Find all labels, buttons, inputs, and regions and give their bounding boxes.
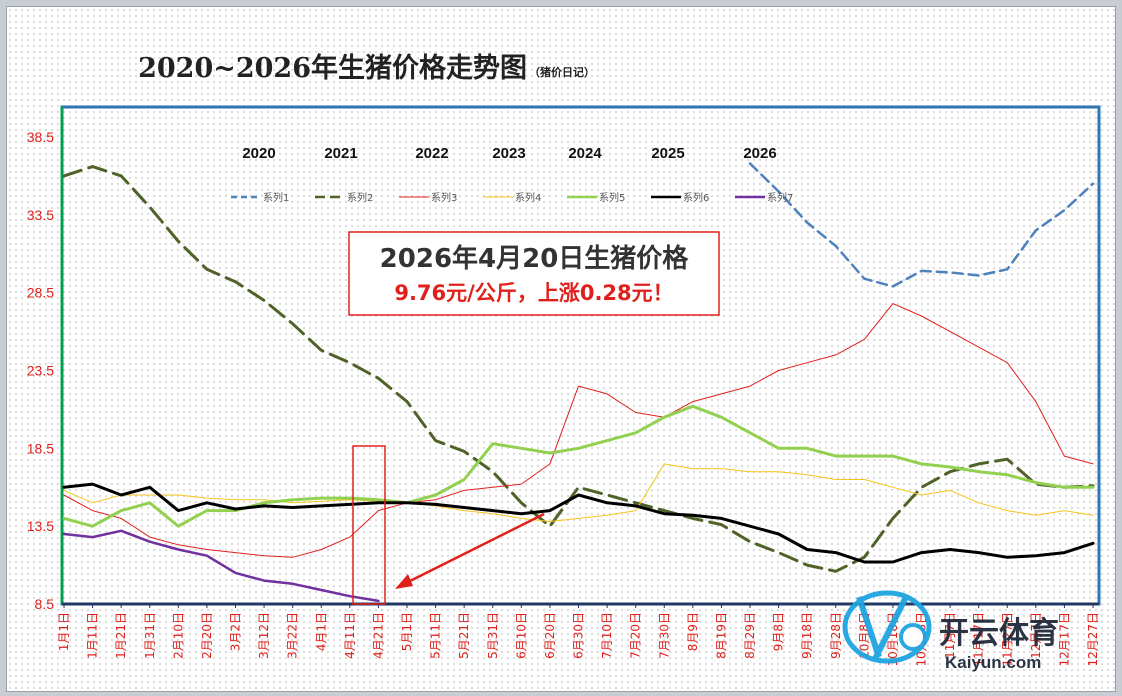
series-line-7 [62, 529, 380, 603]
x-tick-label: 7月30日 [657, 612, 671, 659]
legend: 系列1 系列2 系列3 系列4 系列5 系列6 系列7 [231, 191, 793, 204]
x-tick-label: 1月11日 [86, 612, 100, 659]
x-tick-label: 3月2日 [229, 612, 243, 651]
x-tick-label: 9月18日 [800, 612, 814, 659]
annotation-box [348, 231, 720, 316]
legend-label-1: 系列1 [263, 191, 289, 204]
x-tick-label: 12月7日 [1029, 612, 1043, 659]
year-labels: 2020 2021 2022 2023 2024 2025 2026 [242, 145, 776, 162]
year-label: 2025 [651, 145, 684, 162]
x-tick-label: 8月19日 [714, 612, 728, 659]
y-tick-label: 18.5 [27, 440, 54, 456]
series-layer [62, 162, 1095, 603]
y-tick-label: 8.5 [35, 596, 55, 612]
x-tick-label: 1月31日 [143, 612, 157, 659]
x-tick-label: 5月11日 [429, 612, 443, 659]
chart-title: 2020~2026年生猪价格走势图 [138, 52, 527, 84]
x-tick-label: 12月27日 [1086, 612, 1100, 667]
y-tick-label: 23.5 [27, 363, 54, 379]
legend-label-6: 系列6 [683, 191, 709, 204]
y-tick-label: 28.5 [27, 285, 54, 301]
legend-label-3: 系列3 [431, 191, 457, 204]
watermark-subtext: Kaiyun.com [945, 653, 1041, 672]
x-tick-label: 8月9日 [686, 612, 700, 651]
annotation-arrow [407, 512, 545, 584]
x-tick-label: 11月7日 [943, 612, 957, 659]
series-line-4 [63, 463, 1094, 522]
year-label: 2021 [324, 145, 357, 162]
chart-subtitle: （猪价日记） [529, 65, 595, 79]
series-line-1 [748, 162, 1095, 288]
x-tick-label: 4月11日 [343, 612, 357, 659]
year-label: 2022 [415, 145, 448, 162]
x-tick-label: 9月8日 [772, 612, 786, 651]
x-tick-label: 6月30日 [572, 612, 586, 659]
series-line-2 [62, 165, 1095, 573]
watermark-logo-icon [842, 590, 932, 664]
x-tick-label: 9月28日 [829, 612, 843, 659]
highlight-box [352, 445, 386, 605]
x-tick-label: 2月10日 [171, 612, 185, 659]
x-tick-label: 4月1日 [314, 612, 328, 651]
x-tick-label: 7月20日 [629, 612, 643, 659]
x-tick-label: 2月20日 [200, 612, 214, 659]
x-tick-label: 5月21日 [457, 612, 471, 659]
year-label: 2026 [743, 145, 776, 162]
x-tick-label: 11月17日 [972, 612, 986, 667]
x-tick-label: 6月10日 [514, 612, 528, 659]
x-tick-label: 5月31日 [486, 612, 500, 659]
x-tick-label: 3月12日 [257, 612, 271, 659]
price-trend-chart: 2020~2026年生猪价格走势图 （猪价日记） 8.5 13.5 18.5 23.5… [27, 52, 1101, 672]
x-tick-label: 8月29日 [743, 612, 757, 659]
legend-label-5: 系列5 [599, 191, 625, 204]
x-tick-label: 1月21日 [114, 612, 128, 659]
x-tick-label: 5月1日 [400, 612, 414, 651]
annotation-arrowhead [395, 574, 413, 589]
chart-title-group: 2020~2026年生猪价格走势图 （猪价日记） [138, 52, 595, 84]
x-tick-label: 7月10日 [600, 612, 614, 659]
year-label: 2023 [492, 145, 525, 162]
x-tick-label: 1月1日 [57, 612, 71, 651]
watermark-text: 开云体育 [939, 616, 1059, 651]
series-line-3 [63, 303, 1094, 558]
x-tick-label: 12月17日 [1057, 612, 1071, 667]
legend-label-7: 系列7 [767, 191, 793, 204]
chart-frame: 2020~2026年生猪价格走势图 （猪价日记） 8.5 13.5 18.5 23.5… [6, 6, 1116, 692]
y-tick-label: 33.5 [27, 207, 54, 223]
legend-label-4: 系列4 [515, 191, 541, 204]
x-tick-label: 3月22日 [286, 612, 300, 659]
legend-label-2: 系列2 [347, 191, 373, 204]
x-tick-label: 4月21日 [371, 612, 385, 659]
year-label: 2020 [242, 145, 275, 162]
plot-area [60, 105, 1101, 606]
y-axis-ticks: 8.5 13.5 18.5 23.5 28.5 33.5 38.5 [27, 129, 54, 612]
series-line-5 [62, 404, 1095, 528]
y-tick-label: 38.5 [27, 129, 54, 145]
annotation-subtitle: 9.76元/公斤，上涨0.28元！ [394, 281, 673, 305]
watermark: 开云体育 Kaiyun.com [842, 590, 1059, 672]
x-tick-label: 11月27日 [1000, 612, 1014, 667]
y-tick-label: 13.5 [27, 518, 54, 534]
series-line-6 [62, 482, 1095, 564]
annotation-title: 2026年4月20日生猪价格 [380, 243, 690, 274]
x-tick-label: 6月20日 [543, 612, 557, 659]
year-label: 2024 [568, 145, 602, 162]
